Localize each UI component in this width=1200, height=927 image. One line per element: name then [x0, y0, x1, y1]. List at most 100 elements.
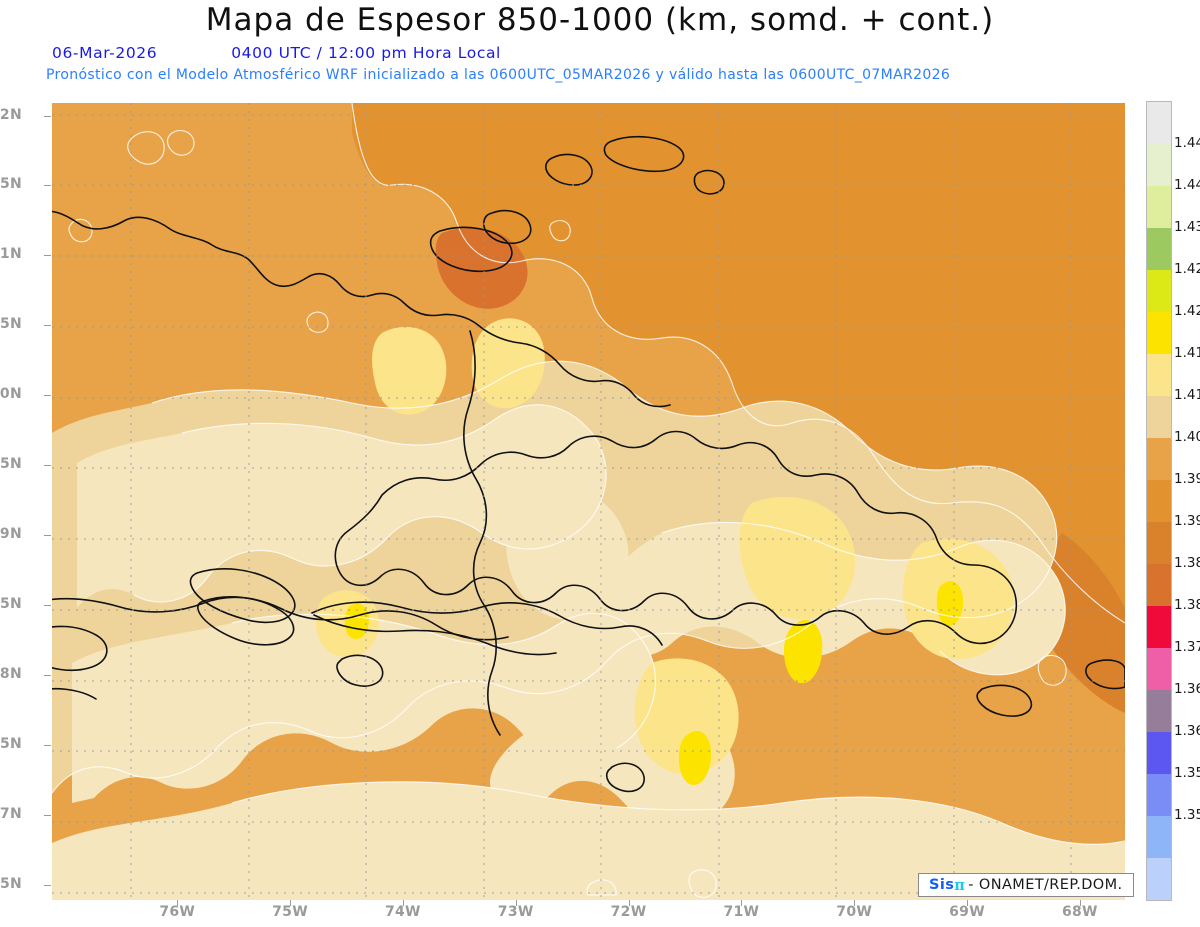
coastline-small-island-a — [545, 153, 593, 186]
y-axis-label: 7.5N — [0, 735, 22, 752]
onamet-logo: Sis π - ONAMET/REP.DOM. — [918, 873, 1134, 897]
contour-region-1416-b — [471, 318, 545, 409]
y-axis-tick — [44, 115, 51, 117]
contour-region-1410-sw — [72, 613, 656, 803]
x-axis-tick — [628, 900, 630, 906]
colorbar-band — [1147, 858, 1171, 900]
y-axis-tick — [44, 465, 51, 467]
contour-region-1416-a — [372, 326, 447, 415]
colorbar-tick-label: 1.398 — [1174, 471, 1200, 487]
colorbar-band — [1147, 102, 1171, 144]
x-axis-tick — [967, 900, 969, 906]
coastline-small-island-f — [52, 625, 108, 672]
y-axis-label: 20N — [0, 386, 22, 403]
datetime-line: 06-Mar-2026 0400 UTC / 12:00 pm Hora Loca… — [52, 44, 501, 62]
coastline-cuba-south — [52, 596, 509, 641]
contour-lines — [52, 103, 1125, 898]
y-axis-label: 21N — [0, 246, 22, 263]
colorbar-band — [1147, 816, 1171, 858]
colorbar-band — [1147, 438, 1171, 480]
y-axis-tick — [44, 744, 51, 746]
coastline-small-island-d — [429, 226, 513, 273]
contour-region-1416-c — [739, 496, 856, 620]
y-axis-label: 6.5N — [0, 875, 22, 892]
y-axis-tick — [44, 674, 51, 676]
coastline-jamaica — [189, 568, 296, 624]
forecast-date: 06-Mar-2026 — [52, 44, 158, 62]
colorbar-tick-label: 1.446 — [1174, 135, 1200, 151]
colorbar-tick-label: 1.38 — [1174, 597, 1200, 613]
coastline-small-island-g — [52, 687, 97, 700]
x-axis-label: 73W — [497, 904, 534, 920]
colorbar-tick-label: 1.404 — [1174, 429, 1200, 445]
colorbar-band — [1147, 774, 1171, 816]
y-axis-label: 18N — [0, 665, 22, 682]
coastline-puerto-rico — [1085, 659, 1125, 690]
x-axis-label: 74W — [384, 904, 421, 920]
colorbar-band — [1147, 480, 1171, 522]
colorbar-tick-label: 1.416 — [1174, 345, 1200, 361]
colorbar-tick-label: 1.434 — [1174, 219, 1200, 235]
coastline-small-island-b — [603, 135, 685, 173]
colorbar-tick-label: 1.362 — [1174, 723, 1200, 739]
y-axis-tick — [44, 255, 51, 257]
colorbar-tick-label: 1.35 — [1174, 807, 1200, 823]
colorbar-band — [1147, 522, 1171, 564]
contour-region-1416-e — [634, 658, 739, 774]
colorbar-tick-label: 1.356 — [1174, 765, 1200, 781]
colorbar-tick-label: 1.422 — [1174, 303, 1200, 319]
colorbar-band — [1147, 396, 1171, 438]
colorbar-band — [1147, 648, 1171, 690]
colorbar-band — [1147, 144, 1171, 186]
x-axis-tick — [177, 900, 179, 906]
x-axis-tick — [1079, 900, 1081, 906]
coastline-saona — [976, 684, 1033, 717]
y-axis-label: 17N — [0, 805, 22, 822]
y-axis-label: 19N — [0, 526, 22, 543]
colorbar-tick-label: 1.428 — [1174, 261, 1200, 277]
y-axis-tick — [44, 604, 51, 606]
coastline-haiti-south-peninsula-inner — [313, 614, 557, 656]
forecast-note: Pronóstico con el Modelo Atmosférico WRF… — [46, 67, 951, 83]
y-axis-tick — [44, 884, 51, 886]
colorbar[interactable] — [1146, 101, 1172, 901]
contour-region-1410-west — [77, 404, 607, 608]
y-axis-label: 1.5N — [0, 176, 22, 193]
y-axis-tick — [44, 535, 51, 537]
coastline-layer — [52, 135, 1125, 793]
coastline-navassa — [336, 654, 384, 687]
x-axis-label: 70W — [836, 904, 873, 920]
x-axis-label: 69W — [949, 904, 985, 920]
colorbar-band — [1147, 228, 1171, 270]
colorbar-tick-label: 1.392 — [1174, 513, 1200, 529]
y-axis-tick — [44, 325, 51, 327]
colorbar-tick-label: 1.368 — [1174, 681, 1200, 697]
colorbar-band — [1147, 732, 1171, 774]
x-axis-tick — [741, 900, 743, 906]
colorbar-band — [1147, 564, 1171, 606]
colorbar-tick-label: 1.374 — [1174, 639, 1200, 655]
y-axis-label: 22N — [0, 106, 22, 123]
x-axis-tick — [515, 900, 517, 906]
coastline-small-island-c — [482, 209, 532, 245]
contour-region-1410-center — [506, 486, 629, 620]
coastline-gonave — [197, 596, 295, 646]
coastline-beata — [605, 762, 645, 793]
x-axis-tick — [402, 900, 404, 906]
logo-pi-icon: π — [954, 876, 966, 894]
logo-org-text: - ONAMET/REP.DOM. — [968, 877, 1123, 893]
map-plot-area[interactable] — [52, 103, 1125, 900]
colorbar-band — [1147, 186, 1171, 228]
y-axis-tick — [44, 395, 51, 397]
contour-region-1422-b — [678, 731, 712, 785]
coastline-small-island-e — [693, 169, 725, 195]
coastline-haiti-south-peninsula — [311, 601, 663, 646]
colorbar-band — [1147, 312, 1171, 354]
colorbar-tick-label: 1.386 — [1174, 555, 1200, 571]
contour-region-1386-n — [435, 227, 528, 309]
border-haiti-dr — [463, 330, 501, 736]
thickness-shading-layer — [52, 103, 1125, 900]
x-axis-tick — [290, 900, 292, 906]
y-axis-tick — [44, 185, 51, 187]
